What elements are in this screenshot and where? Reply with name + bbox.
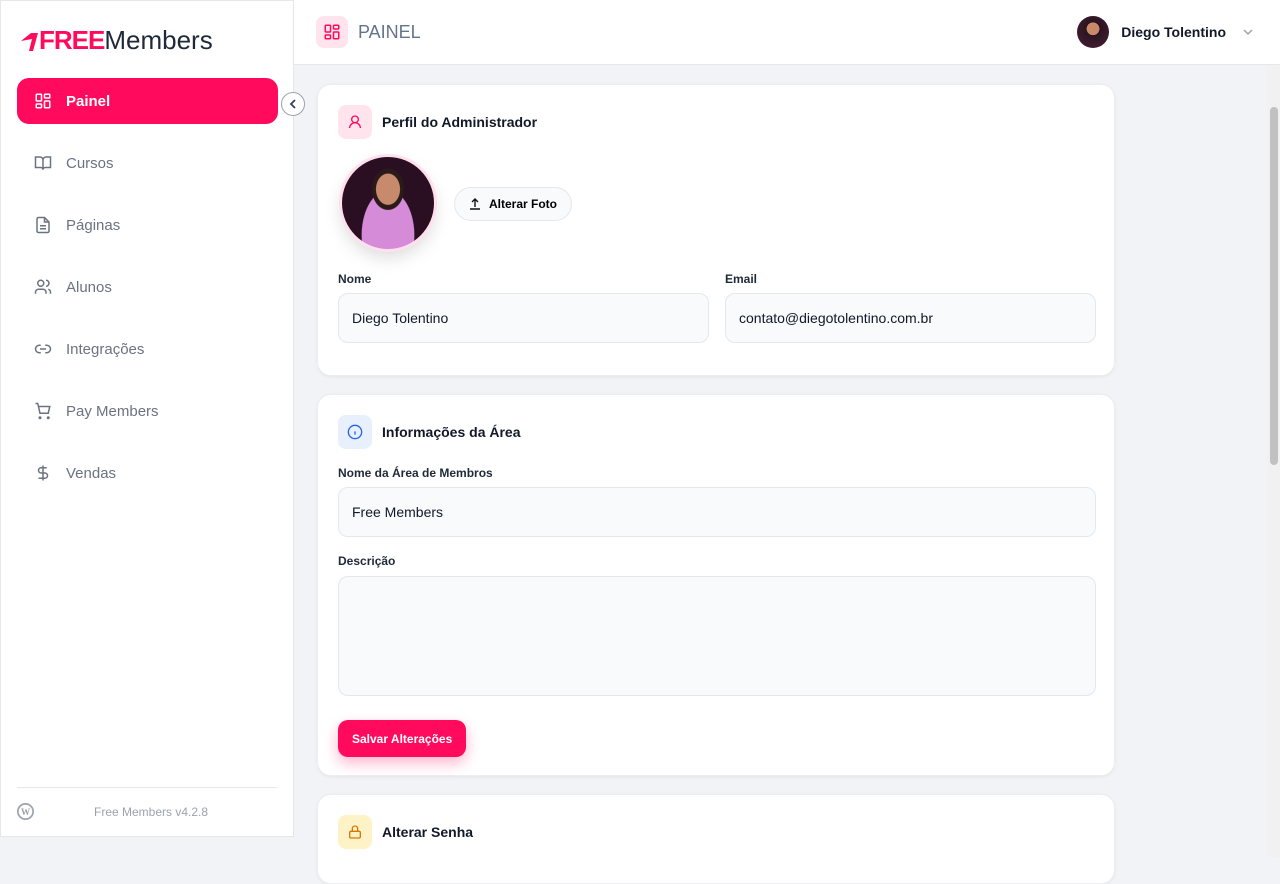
name-field[interactable]: Diego Tolentino [338, 293, 709, 343]
chevron-down-icon [1243, 29, 1253, 36]
users-icon [34, 279, 52, 294]
sidebar-item-label: Páginas [66, 216, 121, 234]
area-info-card: Informações da Área Nome da Área de Memb… [317, 394, 1115, 776]
sidebar-item-vendas[interactable]: Vendas [17, 450, 278, 496]
scrollbar[interactable] [1267, 65, 1280, 857]
scrollbar-thumb[interactable] [1270, 107, 1278, 465]
user-name: Diego Tolentino [1121, 24, 1226, 40]
svg-text:W: W [21, 808, 31, 818]
sidebar-item-pay-members[interactable]: Pay Members [17, 388, 278, 434]
sidebar: FREE Members Painel Cursos Páginas Alunos… [0, 0, 294, 837]
user-icon [338, 105, 372, 139]
avatar [1077, 16, 1110, 48]
save-button[interactable]: Salvar Alterações [338, 720, 467, 757]
sidebar-item-label: Alunos [66, 278, 112, 296]
logo[interactable]: FREE Members [21, 25, 213, 56]
logo-members: Members [104, 25, 213, 55]
upload-icon [470, 198, 480, 210]
sidebar-item-label: Integrações [66, 340, 145, 358]
topbar: PAINEL Diego Tolentino [294, 0, 1280, 65]
chevron-left-icon [289, 99, 296, 109]
sidebar-item-label: Pay Members [66, 402, 159, 420]
card-title: Alterar Senha [382, 824, 474, 840]
email-field[interactable]: contato@diegotolentino.com.br [725, 293, 1096, 343]
file-icon [36, 216, 50, 234]
grid-icon [35, 93, 51, 109]
info-icon [338, 415, 372, 449]
sidebar-item-alunos[interactable]: Alunos [17, 264, 278, 310]
dollar-icon [37, 465, 49, 481]
change-photo-button[interactable]: Alterar Foto [454, 187, 573, 221]
card-title: Perfil do Administrador [382, 114, 538, 130]
logo-icon [21, 32, 38, 51]
user-menu[interactable]: Diego Tolentino [1077, 16, 1254, 48]
sidebar-item-paginas[interactable]: Páginas [17, 202, 278, 248]
sidebar-nav: Painel Cursos Páginas Alunos Integrações… [17, 78, 278, 512]
logo-free: FREE [39, 25, 105, 55]
change-photo-label: Alterar Foto [489, 197, 558, 211]
sidebar-item-painel[interactable]: Painel [17, 78, 278, 124]
version-text: Free Members v4.2.8 [94, 804, 209, 819]
sidebar-item-label: Cursos [66, 154, 114, 172]
email-label: Email [725, 272, 758, 286]
collapse-sidebar-button[interactable] [281, 92, 305, 116]
sidebar-footer: W Free Members v4.2.8 [17, 787, 277, 820]
link-icon [34, 344, 52, 354]
card-title: Informações da Área [382, 424, 521, 440]
area-name-label: Nome da Área de Membros [338, 466, 493, 480]
sidebar-item-label: Painel [66, 92, 111, 110]
cart-icon [35, 402, 51, 420]
profile-photo [342, 157, 434, 249]
lock-icon [338, 815, 372, 849]
profile-card: Perfil do Administrador Alterar Foto Nom… [317, 84, 1115, 376]
sidebar-item-cursos[interactable]: Cursos [17, 140, 278, 186]
page-title: PAINEL [358, 22, 421, 42]
book-icon [34, 156, 52, 170]
area-name-field[interactable]: Free Members [338, 487, 1096, 537]
grid-icon [316, 16, 348, 48]
wordpress-icon[interactable]: W [17, 803, 34, 820]
description-textarea[interactable] [338, 576, 1096, 696]
name-label: Nome [338, 272, 372, 286]
sidebar-item-label: Vendas [66, 464, 117, 482]
description-label: Descrição [338, 554, 396, 568]
sidebar-item-integracoes[interactable]: Integrações [17, 326, 278, 372]
password-card: Alterar Senha [317, 794, 1115, 884]
